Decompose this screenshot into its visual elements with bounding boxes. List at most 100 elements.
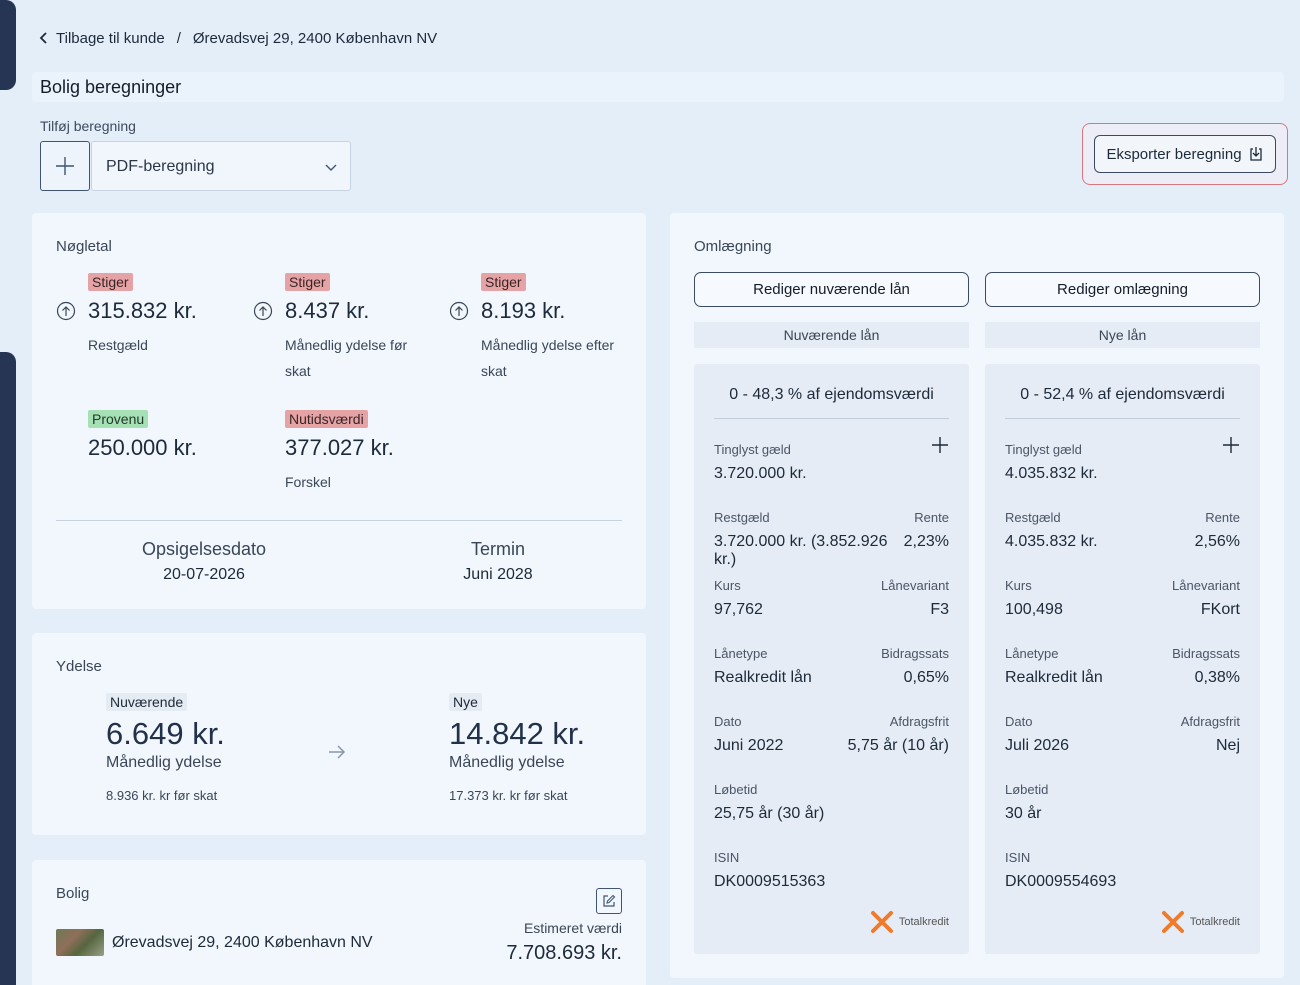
totalkredit-logo-text: Totalkredit <box>898 916 949 928</box>
estimated-value: 7.708.693 kr. <box>506 942 622 964</box>
export-calculation-button[interactable]: Eksporter beregning <box>1094 135 1276 173</box>
kpi-value: 8.437 kr. <box>285 298 370 323</box>
remaining-debt-value: 4.035.832 kr. <box>1005 533 1098 550</box>
page-title-bar: Bolig beregninger <box>32 72 1284 102</box>
edit-property-button[interactable] <box>596 888 622 914</box>
loan-type-row: Lånetype Bidragssats Realkredit lån 0,38% <box>1005 646 1240 687</box>
kpi-provenu: Provenu 250.000 kr. <box>88 410 197 461</box>
status-badge: Stiger <box>285 273 330 291</box>
arrow-up-circle-icon <box>253 301 273 321</box>
date-label: Dato <box>714 714 742 729</box>
plus-icon[interactable] <box>1222 436 1240 454</box>
interest-only-value: 5,75 år (10 år) <box>847 737 949 754</box>
breadcrumb-separator: / <box>176 29 181 47</box>
interest-label: Rente <box>1205 510 1240 525</box>
sidebar-strip-top <box>0 0 16 90</box>
new-loans-header: Nye lån <box>985 322 1260 348</box>
new-loan-panel: 0 - 52,4 % af ejendomsværdi Tinglyst gæl… <box>985 364 1260 954</box>
kpi-value: 315.832 kr. <box>88 298 197 323</box>
interest-only-value: Nej <box>1215 737 1240 754</box>
loan-type-label: Lånetype <box>714 646 768 661</box>
edit-refinancing-button[interactable]: Rediger omlægning <box>985 272 1260 307</box>
contribution-label: Bidragssats <box>1172 646 1240 661</box>
rate-row: Kurs Lånevariant 97,762 F3 <box>714 578 949 619</box>
term-label: Løbetid <box>714 782 758 797</box>
termination-date-label: Opsigelsesdato <box>141 539 267 559</box>
termination-date: Opsigelsesdato 20-07-2026 <box>104 539 304 584</box>
kpi-desc: Månedlig ydelse efter skat <box>481 332 614 384</box>
contribution-value: 0,65% <box>903 669 949 686</box>
loan-variant-label: Lånevariant <box>1172 578 1240 593</box>
totalkredit-logo: Totalkredit <box>1161 910 1240 934</box>
termination-date-value: 20-07-2026 <box>163 566 245 583</box>
add-calculation-label: Tilføj beregning <box>40 118 136 134</box>
kpi-desc: Månedlig ydelse før skat <box>285 332 407 384</box>
interest-value: 2,23% <box>903 533 949 550</box>
remaining-debt-value: 3.720.000 kr. (3.852.926 kr.) <box>714 533 888 568</box>
loan-variant-value: FKort <box>1200 601 1240 618</box>
remaining-debt-label: Restgæld <box>1005 510 1061 525</box>
export-focus-ring: Eksporter beregning <box>1082 123 1288 185</box>
plus-icon[interactable] <box>931 436 949 454</box>
registered-debt-row: Tinglyst gæld 3.720.000 kr. <box>714 437 949 483</box>
current-before-tax: 8.936 kr. kr før skat <box>106 788 218 803</box>
isin-row: ISIN DK0009554693 <box>1005 850 1240 891</box>
back-to-customer-link[interactable]: Tilbage til kunde <box>56 29 165 47</box>
kpi-monthly-after-tax: Stiger 8.193 kr. Månedlig ydelse efter sk… <box>449 273 614 384</box>
isin-label: ISIN <box>714 850 740 865</box>
payment-title: Ydelse <box>56 658 102 675</box>
property-thumbnail <box>56 929 104 956</box>
kpi-restgaeld: Stiger 315.832 kr. Restgæld <box>56 273 197 358</box>
remaining-debt-label: Restgæld <box>714 510 770 525</box>
term-label: Termin <box>470 539 525 559</box>
calculation-type-select[interactable]: PDF-beregning <box>91 141 351 191</box>
current-loans-header: Nuværende lån <box>694 322 969 348</box>
registered-debt-row: Tinglyst gæld 4.035.832 kr. <box>1005 437 1240 483</box>
interest-only-label: Afdragsfrit <box>889 714 949 729</box>
edit-current-loan-button[interactable]: Rediger nuværende lån <box>694 272 969 307</box>
date-value: Juni 2022 <box>714 737 784 754</box>
new-badge: Nye <box>449 693 482 711</box>
kpi-desc-line1: Månedlig ydelse før <box>285 337 408 353</box>
isin-row: ISIN DK0009515363 <box>714 850 949 891</box>
new-payment-sub: Månedlig ydelse <box>449 754 565 771</box>
new-payment: Nye 14.842 kr. Månedlig ydelse 17.373 kr… <box>449 693 585 803</box>
loan-type-row: Lånetype Bidragssats Realkredit lån 0,65% <box>714 646 949 687</box>
current-loan-panel: 0 - 48,3 % af ejendomsværdi Tinglyst gæl… <box>694 364 969 954</box>
chevron-down-icon <box>325 164 337 171</box>
arrow-up-circle-icon <box>449 301 469 321</box>
refinancing-title: Omlægning <box>694 238 772 255</box>
loan-variant-value: F3 <box>930 601 949 618</box>
rate-value: 97,762 <box>714 601 763 618</box>
add-calculation-button[interactable] <box>40 141 90 191</box>
registered-debt-value: 3.720.000 kr. <box>714 465 807 482</box>
property-card: Bolig Estimeret værdi 7.708.693 kr. Ørev… <box>32 860 646 985</box>
date-value: Juli 2026 <box>1005 737 1070 754</box>
remaining-debt-row: Restgæld Rente 3.720.000 kr. (3.852.926 k… <box>714 510 949 569</box>
totalkredit-logo-text: Totalkredit <box>1189 916 1240 928</box>
rate-label: Kurs <box>1005 578 1032 593</box>
totalkredit-x-icon <box>1161 911 1184 933</box>
rate-value: 100,498 <box>1005 601 1063 618</box>
totalkredit-logo: Totalkredit <box>870 910 949 934</box>
key-figures-title: Nøgletal <box>56 238 112 255</box>
status-badge: Stiger <box>88 273 133 291</box>
rate-row: Kurs Lånevariant 100,498 FKort <box>1005 578 1240 619</box>
edit-icon <box>603 894 616 907</box>
loan-range: 0 - 52,4 % af ejendomsværdi <box>1005 386 1240 419</box>
term-value: 25,75 år (30 år) <box>714 805 825 822</box>
property-address: Ørevadsvej 29, 2400 København NV <box>112 934 373 951</box>
chevron-left-icon[interactable] <box>36 29 52 47</box>
registered-debt-label: Tinglyst gæld <box>714 442 791 457</box>
date-label: Dato <box>1005 714 1033 729</box>
registered-debt-value: 4.035.832 kr. <box>1005 465 1098 482</box>
download-icon <box>1249 147 1262 161</box>
date-row: Dato Afdragsfrit Juni 2022 5,75 år (10 år) <box>714 714 949 755</box>
breadcrumb: Tilbage til kunde / Ørevadsvej 29, 2400 … <box>36 29 437 47</box>
status-badge: Nutidsværdi <box>285 410 368 428</box>
term-value: 30 år <box>1005 805 1042 822</box>
payment-card: Ydelse Nuværende 6.649 kr. Månedlig ydel… <box>32 633 646 835</box>
loan-type-value: Realkredit lån <box>714 669 812 686</box>
export-calculation-label: Eksporter beregning <box>1106 145 1242 163</box>
contribution-label: Bidragssats <box>881 646 949 661</box>
